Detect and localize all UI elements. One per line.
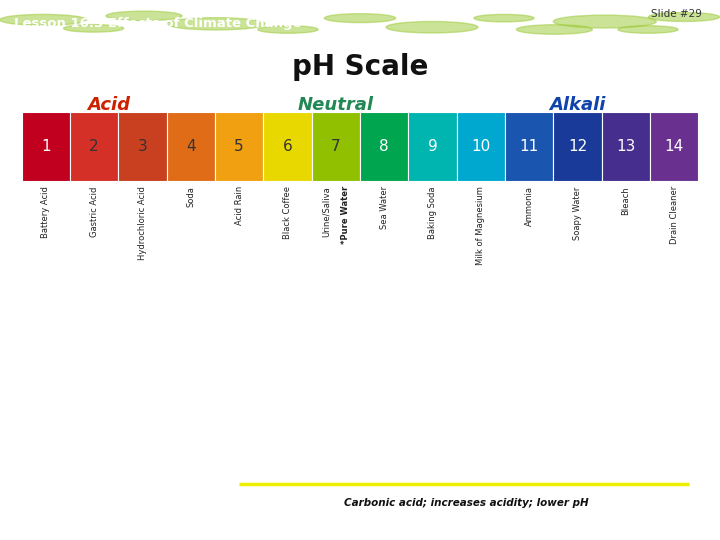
- Text: 12: 12: [568, 139, 588, 154]
- Ellipse shape: [106, 11, 182, 21]
- Text: Milk of Magnesium: Milk of Magnesium: [477, 186, 485, 265]
- Text: Ammonia: Ammonia: [525, 186, 534, 226]
- Bar: [408, 112, 456, 180]
- Text: Alkali: Alkali: [549, 96, 606, 114]
- Text: 2: 2: [89, 139, 99, 154]
- Ellipse shape: [63, 25, 124, 32]
- Text: 6: 6: [283, 139, 292, 154]
- Text: Lesson 16.3 Effects of Climate Change: Lesson 16.3 Effects of Climate Change: [14, 17, 302, 30]
- Text: Battery Acid: Battery Acid: [41, 186, 50, 238]
- Bar: [554, 112, 602, 180]
- Ellipse shape: [386, 22, 478, 33]
- Bar: [360, 112, 408, 180]
- Text: Soapy Water: Soapy Water: [573, 186, 582, 240]
- Text: 4: 4: [186, 139, 196, 154]
- Ellipse shape: [553, 15, 657, 28]
- Ellipse shape: [0, 15, 86, 25]
- Text: Soda: Soda: [186, 186, 195, 207]
- Ellipse shape: [474, 15, 534, 22]
- Text: 5: 5: [234, 139, 244, 154]
- Ellipse shape: [324, 14, 396, 23]
- Text: 13: 13: [616, 139, 636, 154]
- Text: Bleach: Bleach: [621, 186, 631, 215]
- Bar: [505, 112, 554, 180]
- Text: Hydrochloric Acid: Hydrochloric Acid: [138, 186, 147, 260]
- Text: 7: 7: [331, 139, 341, 154]
- Text: 3: 3: [138, 139, 148, 154]
- Text: 10: 10: [471, 139, 490, 154]
- Ellipse shape: [618, 26, 678, 33]
- Text: Carbonic acid; increases acidity; lower pH: Carbonic acid; increases acidity; lower …: [344, 498, 589, 508]
- Bar: [312, 112, 360, 180]
- Text: Acid: Acid: [87, 96, 130, 114]
- Bar: [70, 112, 118, 180]
- Text: 9: 9: [428, 139, 437, 154]
- Bar: [22, 112, 70, 180]
- Bar: [215, 112, 264, 180]
- Bar: [264, 112, 312, 180]
- Text: Drain Cleaner: Drain Cleaner: [670, 186, 679, 245]
- Ellipse shape: [167, 18, 265, 30]
- Text: Neutral: Neutral: [298, 96, 374, 114]
- Text: *Pure Water: *Pure Water: [341, 186, 350, 245]
- Text: pH Scale: pH Scale: [292, 53, 428, 81]
- Text: Gastric Acid: Gastric Acid: [89, 186, 99, 237]
- Ellipse shape: [258, 26, 318, 33]
- Text: Black Coffee: Black Coffee: [283, 186, 292, 239]
- Text: 1: 1: [41, 139, 50, 154]
- Text: Acid Rain: Acid Rain: [235, 186, 243, 226]
- Bar: [166, 112, 215, 180]
- Ellipse shape: [649, 12, 720, 22]
- Ellipse shape: [516, 25, 593, 34]
- Bar: [456, 112, 505, 180]
- Text: Slide #29: Slide #29: [651, 9, 702, 19]
- Text: Sea Water: Sea Water: [379, 186, 389, 230]
- Text: Baking Soda: Baking Soda: [428, 186, 437, 239]
- Text: 8: 8: [379, 139, 389, 154]
- Text: Urine/Saliva: Urine/Saliva: [322, 186, 330, 237]
- Text: 11: 11: [520, 139, 539, 154]
- Text: 14: 14: [665, 139, 684, 154]
- Bar: [650, 112, 698, 180]
- Bar: [602, 112, 650, 180]
- Bar: [118, 112, 166, 180]
